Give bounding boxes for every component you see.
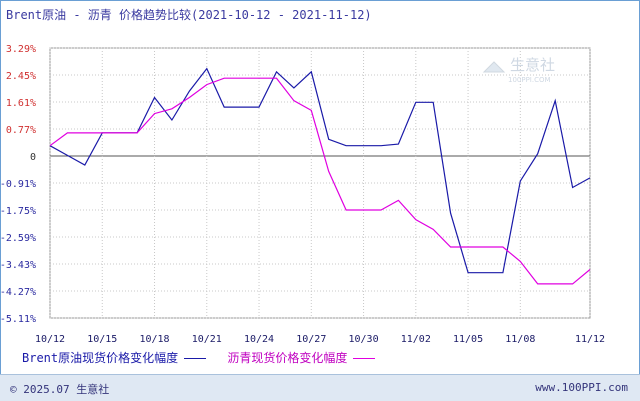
site-link[interactable]: www.100PPI.com [535, 381, 628, 394]
x-tick-label: 11/08 [505, 334, 535, 345]
watermark-sub: 100PPI.COM [508, 76, 551, 84]
chart-title: Brent原油 - 沥青 价格趋势比较(2021-10-12 - 2021-11… [6, 8, 372, 22]
legend: Brent原油现货价格变化幅度 沥青现货价格变化幅度 [22, 349, 389, 366]
watermark-logo-icon [482, 61, 506, 73]
y-tick-label: 1.61% [6, 98, 36, 109]
legend-swatch-brent [184, 358, 207, 359]
x-tick-label: 10/21 [192, 334, 222, 345]
x-tick-label: 10/18 [139, 334, 169, 345]
y-tick-label: 2.45% [6, 71, 36, 82]
y-tick-label: -2.59% [0, 233, 36, 244]
x-tick-label: 11/12 [575, 334, 605, 345]
legend-label-brent: Brent原油现货价格变化幅度 [22, 351, 179, 365]
x-tick-label: 10/12 [35, 334, 65, 345]
y-tick-label: -0.91% [0, 179, 36, 190]
y-tick-label: -4.27% [0, 287, 36, 298]
copyright-text: © 2025.07 生意社 [10, 383, 110, 396]
brent-series-line [49, 67, 591, 274]
y-tick-label: -3.43% [0, 260, 36, 271]
y-tick-label: 0.77% [6, 125, 36, 136]
x-tick-label: 11/02 [401, 334, 431, 345]
asphalt-series-line [49, 77, 591, 285]
x-tick-label: 11/05 [453, 334, 483, 345]
x-tick-label: 10/30 [348, 334, 378, 345]
y-tick-label: 3.29% [6, 44, 36, 55]
y-tick-label: 0 [30, 152, 36, 163]
x-tick-label: 10/24 [244, 334, 274, 345]
watermark-text: 生意社 [510, 56, 555, 74]
x-tick-label: 10/27 [296, 334, 326, 345]
legend-item-brent: Brent原油现货价格变化幅度 [22, 349, 207, 366]
x-tick-label: 10/15 [87, 334, 117, 345]
legend-swatch-asphalt [353, 358, 376, 359]
footer-bar: © 2025.07 生意社 www.100PPI.com [0, 374, 640, 401]
legend-item-asphalt: 沥青现货价格变化幅度 [227, 349, 376, 366]
y-tick-label: -5.11% [0, 314, 36, 325]
y-tick-label: -1.75% [0, 206, 36, 217]
legend-label-asphalt: 沥青现货价格变化幅度 [227, 351, 348, 365]
